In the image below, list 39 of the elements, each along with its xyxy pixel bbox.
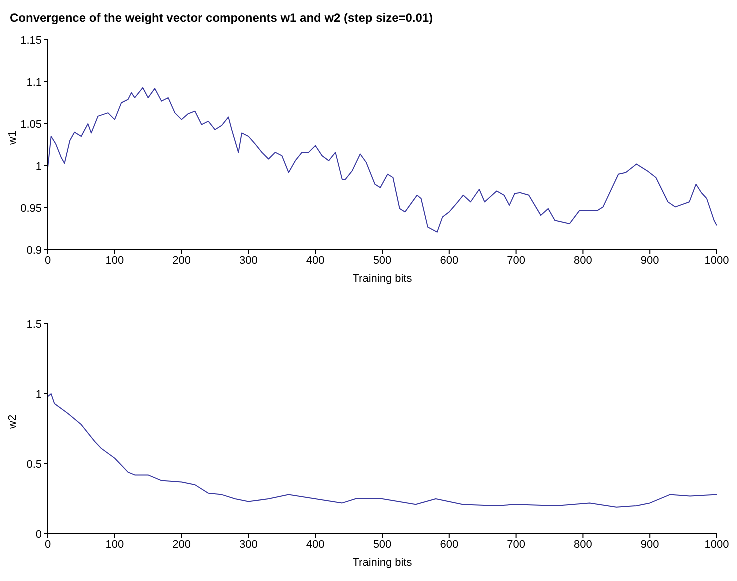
x-tick-label: 0 [44,538,52,551]
y-tick-label: 0 [36,528,42,541]
x-tick-label: 1000 [704,254,730,267]
x-tick-label: 800 [574,254,592,267]
x-tick-label: 700 [507,254,526,267]
x-tick-label: 600 [440,254,459,267]
x-tick-label: 900 [640,538,660,551]
x-tick-label: 300 [240,254,258,267]
x-tick-label: 400 [306,538,325,551]
y-tick-label: 1 [36,388,42,401]
x-tick-label: 300 [240,538,258,551]
y-tick-label: 1.15 [20,34,42,47]
y-tick-label: 1 [36,160,42,173]
x-axis-title: Training bits [352,273,413,285]
x-tick-label: 700 [507,538,526,551]
y-tick-label: 0.9 [26,244,42,257]
y-tick-label: 1.05 [20,118,42,131]
x-tick-label: 800 [574,538,592,551]
x-tick-label: 500 [373,254,392,267]
y-axis-title: w2 [6,414,19,430]
chart-title: Convergence of the weight vector components w1 and w2 (step size=0.01) [9,10,434,27]
x-tick-label: 0 [44,254,52,267]
line-series [48,87,717,233]
y-tick-label: 1.1 [26,76,42,89]
y-tick-label: 0.5 [26,458,42,471]
x-tick-label: 600 [440,538,459,551]
x-tick-label: 100 [106,254,124,267]
y-tick-label: 0.95 [20,202,42,215]
y-axis-title: w1 [6,130,19,146]
x-axis-title: Training bits [352,557,413,569]
x-tick-label: 1000 [704,538,730,551]
x-tick-label: 200 [172,538,191,551]
x-tick-label: 900 [640,254,660,267]
x-tick-label: 500 [373,538,392,551]
y-tick-label: 1.5 [26,318,42,331]
x-tick-label: 100 [106,538,124,551]
x-tick-label: 400 [306,254,325,267]
line-series [48,394,717,508]
x-tick-label: 200 [172,254,191,267]
